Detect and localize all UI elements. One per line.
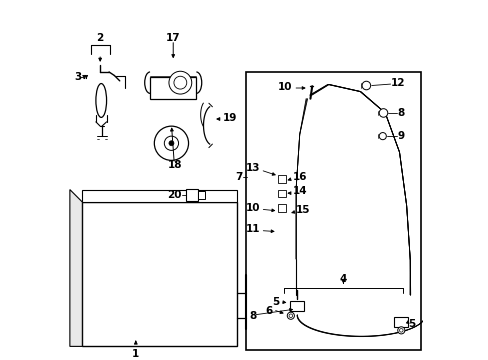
Text: 8: 8 — [249, 311, 257, 321]
Bar — [246, 72, 420, 350]
Circle shape — [154, 126, 188, 160]
Text: 20: 20 — [166, 190, 181, 199]
Text: 6: 6 — [264, 306, 272, 316]
Text: 8: 8 — [397, 108, 404, 118]
Text: 15: 15 — [296, 205, 310, 215]
Bar — [393, 317, 407, 327]
Text: 4: 4 — [339, 274, 346, 284]
Circle shape — [397, 327, 404, 334]
Polygon shape — [70, 190, 82, 346]
Text: 1: 1 — [132, 348, 139, 359]
Circle shape — [168, 71, 191, 94]
Bar — [150, 77, 196, 99]
Bar — [277, 204, 285, 212]
Circle shape — [174, 76, 186, 89]
Text: 18: 18 — [167, 160, 182, 170]
Circle shape — [362, 81, 370, 90]
Circle shape — [378, 109, 387, 117]
Text: 12: 12 — [390, 78, 404, 88]
Bar — [289, 301, 304, 311]
Circle shape — [286, 312, 294, 319]
Text: 17: 17 — [165, 33, 180, 43]
Bar — [277, 190, 285, 197]
Text: 10: 10 — [245, 203, 259, 213]
Text: 7: 7 — [235, 172, 242, 182]
Bar — [82, 202, 237, 346]
Text: 16: 16 — [292, 172, 306, 182]
Text: 5: 5 — [407, 319, 415, 329]
Ellipse shape — [96, 84, 106, 117]
Bar — [198, 191, 204, 199]
Text: 2: 2 — [96, 33, 103, 43]
Bar — [185, 189, 198, 201]
Text: 13: 13 — [245, 163, 259, 173]
Polygon shape — [82, 190, 237, 202]
Text: 14: 14 — [292, 186, 306, 196]
Text: 11: 11 — [245, 225, 259, 234]
Circle shape — [378, 132, 386, 140]
Circle shape — [399, 329, 402, 332]
Text: 5: 5 — [272, 297, 279, 307]
Text: 10: 10 — [278, 82, 292, 92]
Bar — [277, 175, 285, 183]
Circle shape — [164, 136, 178, 150]
Text: 19: 19 — [223, 113, 237, 123]
Text: 3: 3 — [74, 72, 81, 82]
Circle shape — [168, 141, 174, 146]
Circle shape — [288, 314, 292, 318]
Text: 9: 9 — [397, 131, 404, 141]
